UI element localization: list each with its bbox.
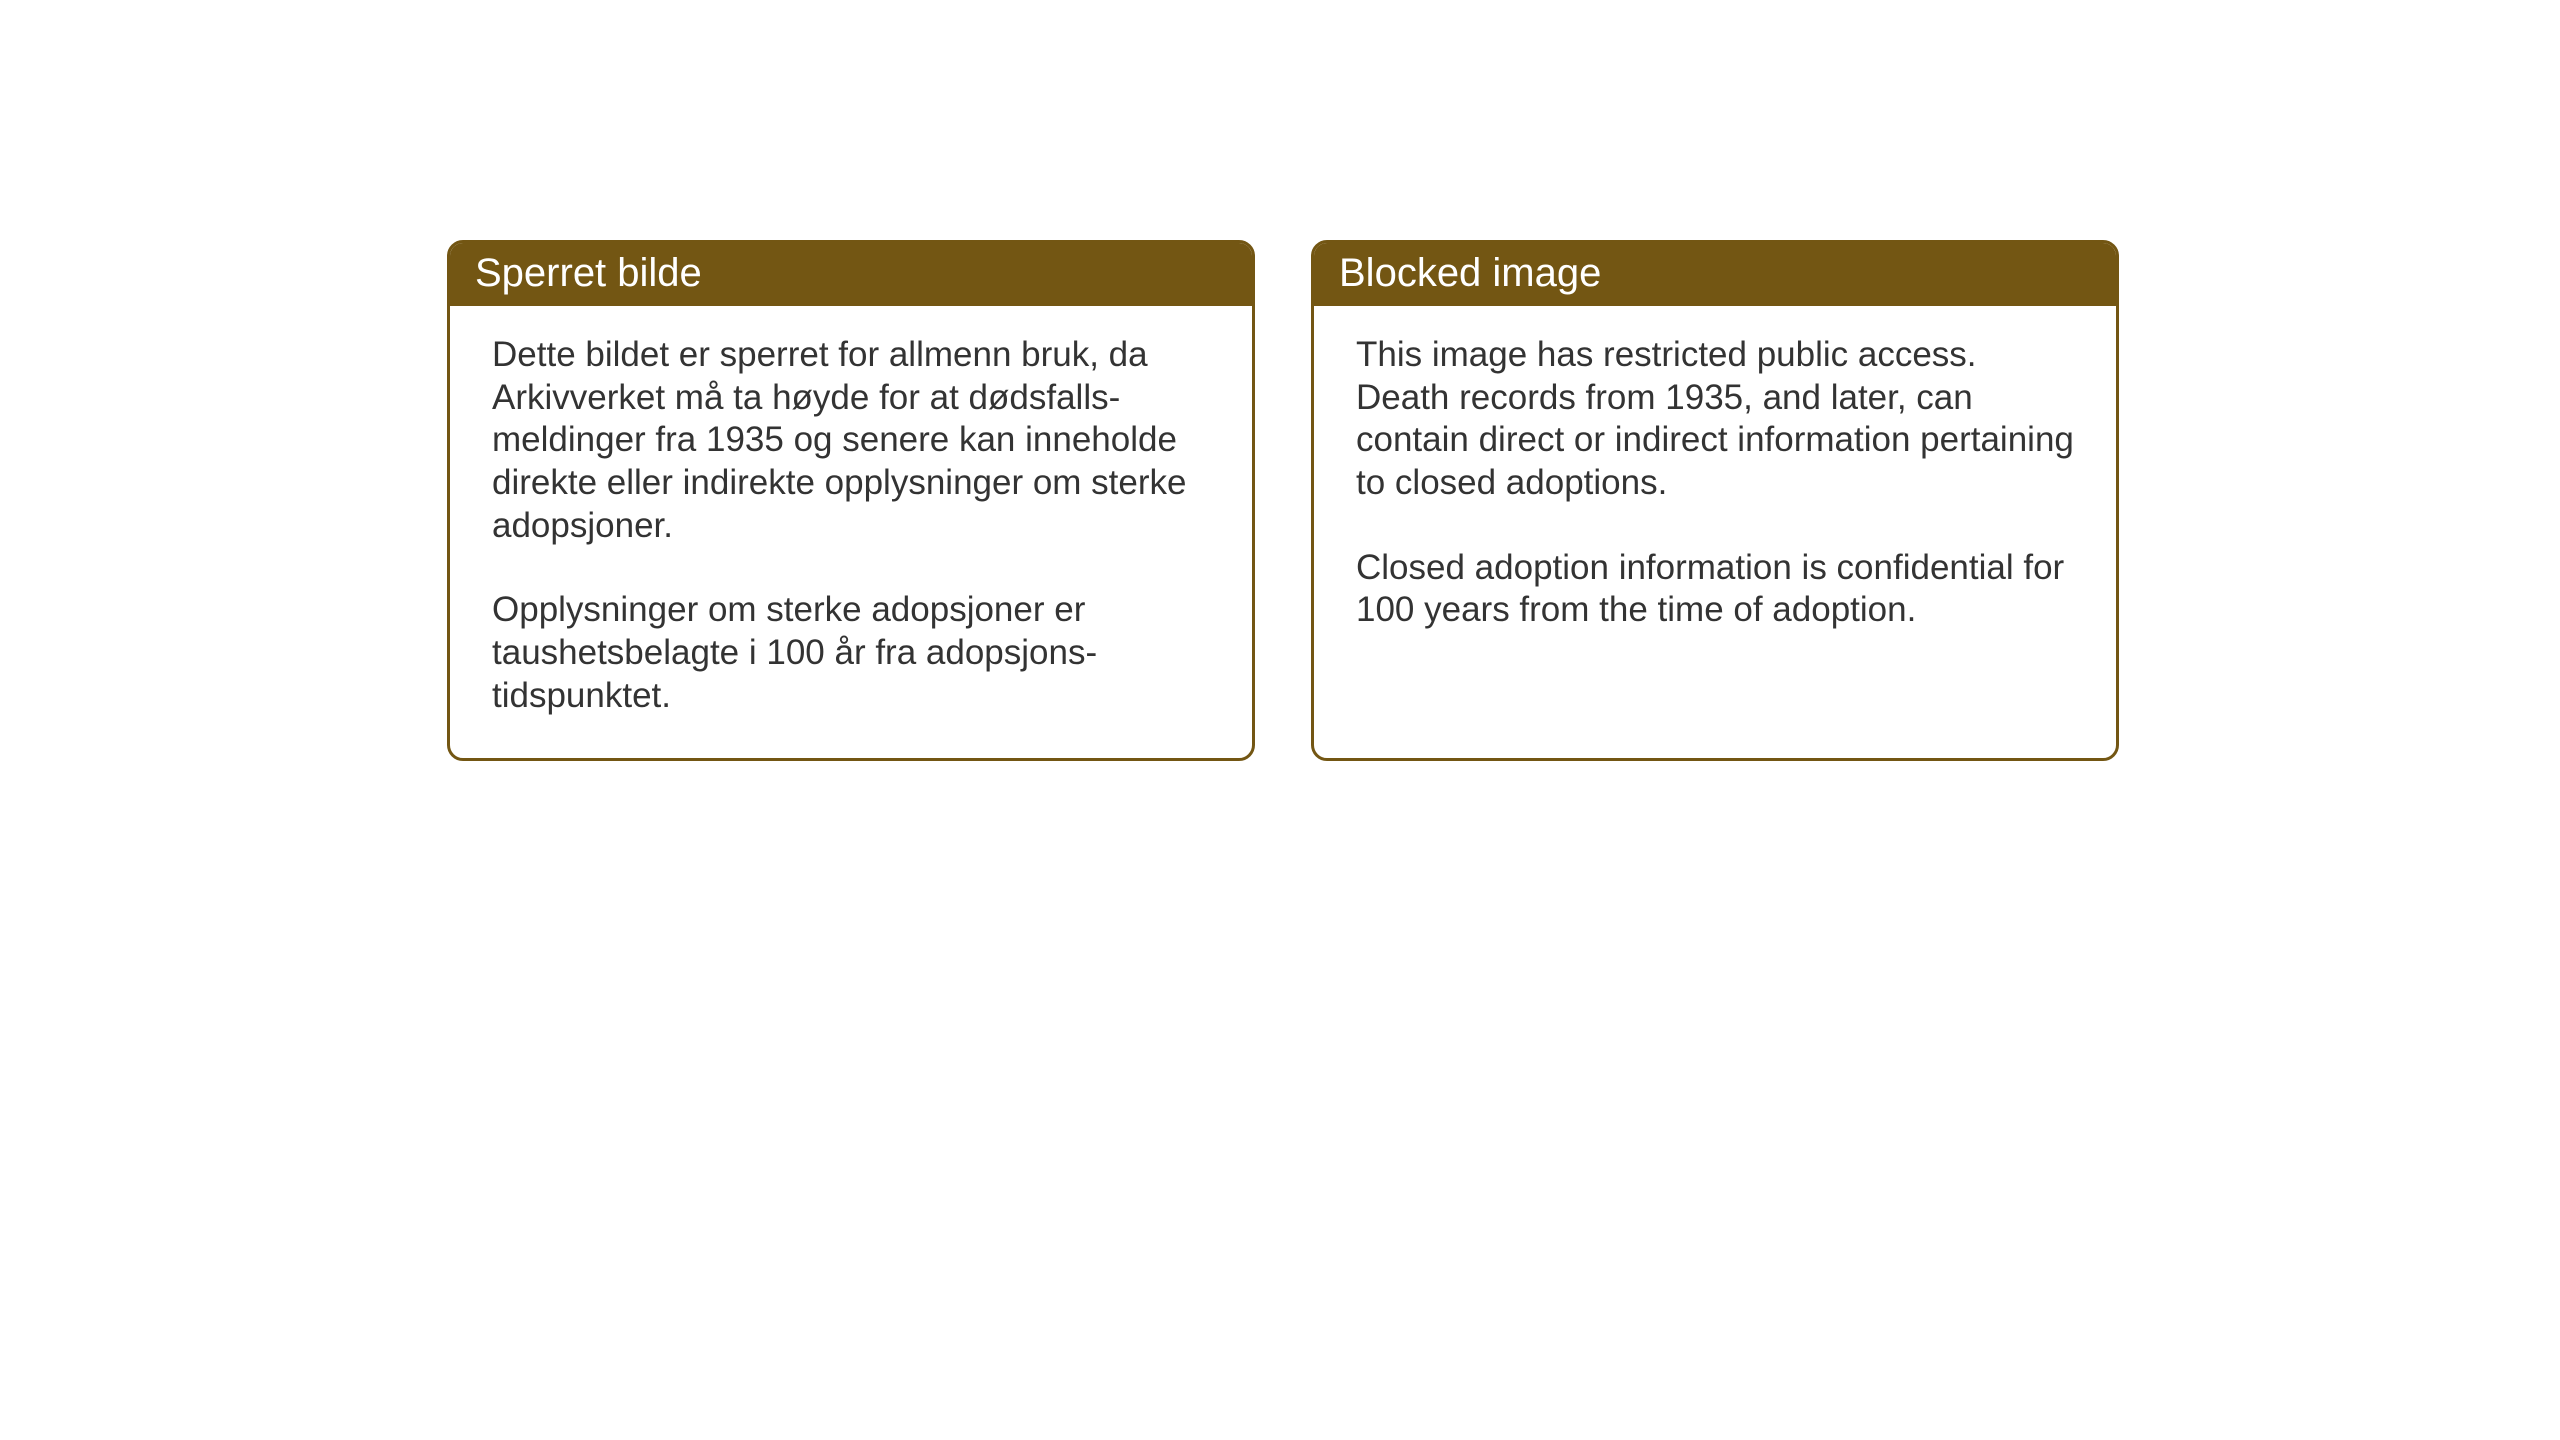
notice-container: Sperret bilde Dette bildet er sperret fo…	[447, 240, 2119, 761]
notice-box-norwegian: Sperret bilde Dette bildet er sperret fo…	[447, 240, 1255, 761]
notice-box-english: Blocked image This image has restricted …	[1311, 240, 2119, 761]
notice-paragraph-2-english: Closed adoption information is confident…	[1356, 547, 2074, 632]
notice-title-english: Blocked image	[1339, 251, 1601, 295]
notice-paragraph-1-norwegian: Dette bildet er sperret for allmenn bruk…	[492, 334, 1210, 547]
notice-paragraph-1-english: This image has restricted public access.…	[1356, 334, 2074, 505]
notice-paragraph-2-norwegian: Opplysninger om sterke adopsjoner er tau…	[492, 589, 1210, 717]
notice-header-norwegian: Sperret bilde	[450, 243, 1252, 306]
notice-header-english: Blocked image	[1314, 243, 2116, 306]
notice-title-norwegian: Sperret bilde	[475, 251, 702, 295]
notice-body-norwegian: Dette bildet er sperret for allmenn bruk…	[450, 306, 1252, 758]
notice-body-english: This image has restricted public access.…	[1314, 306, 2116, 672]
